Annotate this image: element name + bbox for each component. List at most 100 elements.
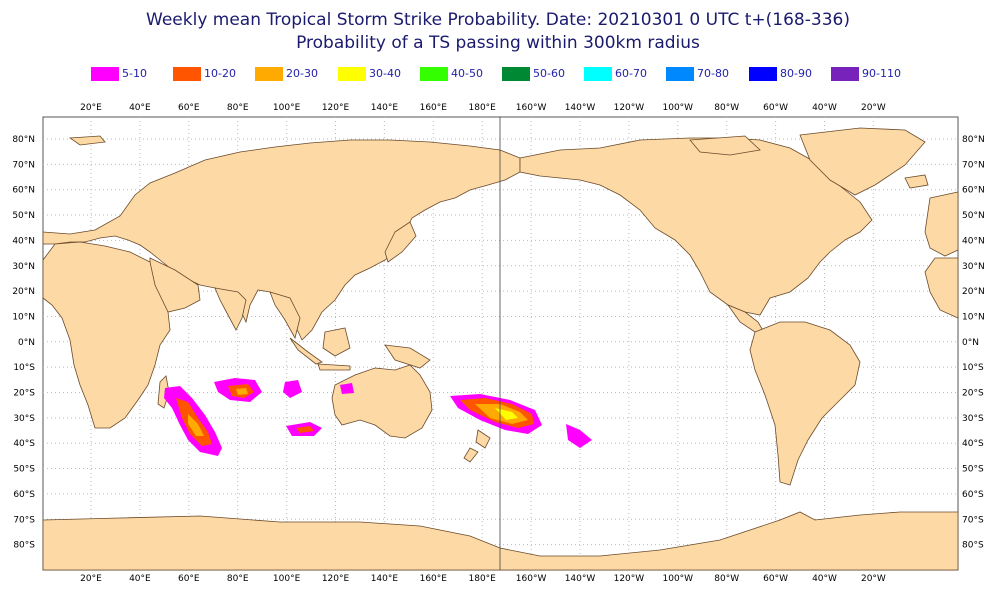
- latitude-label: 80°S: [962, 541, 984, 551]
- longitude-label: 120°W: [614, 103, 645, 113]
- map-title: Weekly mean Tropical Storm Strike Probab…: [146, 10, 850, 30]
- latitude-label: 40°N: [962, 236, 985, 246]
- land-java: [317, 363, 351, 371]
- latitude-label: 0°N: [962, 338, 979, 348]
- land-new-zealand-south: [463, 447, 479, 463]
- land-eurasia: [42, 139, 521, 341]
- longitude-label: 60°W: [763, 103, 788, 113]
- latitude-label: 50°N: [12, 211, 35, 221]
- latitude-label: 50°S: [962, 465, 984, 475]
- land-japan: [384, 221, 417, 263]
- latitude-label: 10°N: [962, 312, 985, 322]
- legend-swatch: [91, 67, 119, 81]
- latitude-label: 10°N: [12, 312, 35, 322]
- strike-area-south-pacific-5-10: [566, 424, 592, 448]
- land-south-america: [749, 321, 861, 486]
- land-masses: [42, 127, 959, 571]
- latitude-label: 80°S: [13, 541, 35, 551]
- land-indochina: [269, 291, 301, 340]
- longitude-label: 100°E: [273, 103, 301, 113]
- latitude-label: 60°N: [962, 186, 985, 196]
- latitude-label: 20°S: [13, 389, 35, 399]
- latitude-label: 60°S: [962, 490, 984, 500]
- legend-label: 5-10: [122, 67, 147, 80]
- latitude-label: 20°S: [962, 389, 984, 399]
- land-australia: [331, 364, 433, 439]
- strike-area-mascarene-20-30: [188, 414, 204, 436]
- land-india: [214, 287, 247, 331]
- longitude-label: 80°E: [227, 574, 249, 584]
- legend-swatch: [420, 67, 448, 81]
- longitude-label: 120°E: [322, 103, 350, 113]
- longitude-label: 160°E: [420, 574, 448, 584]
- longitude-label: 160°E: [420, 103, 448, 113]
- latitude-label: 70°S: [962, 515, 984, 525]
- longitude-label: 140°E: [371, 103, 399, 113]
- legend-label: 60-70: [615, 67, 647, 80]
- legend-label: 40-50: [451, 67, 483, 80]
- latitude-label: 30°S: [13, 414, 35, 424]
- legend-label: 50-60: [533, 67, 565, 80]
- legend-label: 70-80: [697, 67, 729, 80]
- longitude-label: 80°W: [714, 574, 739, 584]
- land-arctic-archipelago: [689, 135, 761, 156]
- latitude-label: 70°S: [13, 515, 35, 525]
- latitude-label: 60°N: [12, 186, 35, 196]
- longitude-label: 40°E: [129, 574, 151, 584]
- legend-label: 90-110: [862, 67, 901, 80]
- land-africa-west: [924, 257, 959, 319]
- latitude-label: 80°N: [12, 135, 35, 145]
- land-new-guinea: [384, 344, 431, 369]
- strike-area-sw-australia-10-20: [296, 426, 314, 433]
- legend-swatch: [666, 67, 694, 81]
- latitude-label: 40°S: [13, 439, 35, 449]
- longitude-label: 60°E: [178, 103, 200, 113]
- latitude-label: 50°N: [962, 211, 985, 221]
- longitude-label: 100°E: [273, 574, 301, 584]
- latitude-label: 20°N: [12, 287, 35, 297]
- strike-area-central-indian-20-30: [236, 388, 248, 395]
- legend-label: 80-90: [780, 67, 812, 80]
- longitude-label: 100°W: [663, 574, 694, 584]
- latitude-label: 40°S: [962, 439, 984, 449]
- strike-area-nw-australia-5-10: [340, 383, 354, 394]
- axis-labels: 20°E 20°E 40°E 40°E 60°E 60°E 80°E 80°E 100°E 100…: [12, 103, 984, 584]
- longitude-label: 120°W: [614, 574, 645, 584]
- land-new-zealand: [475, 429, 491, 449]
- legend-swatch: [255, 67, 283, 81]
- legend-swatch: [173, 67, 201, 81]
- longitude-label: 120°E: [322, 574, 350, 584]
- longitude-label: 80°E: [227, 103, 249, 113]
- longitude-label: 140°W: [565, 103, 596, 113]
- land-sumatra: [289, 337, 323, 365]
- latitude-label: 10°S: [962, 363, 984, 373]
- longitude-label: 60°E: [178, 574, 200, 584]
- longitude-label: 40°W: [812, 574, 837, 584]
- longitude-label: 180°E: [469, 574, 497, 584]
- legend-swatch: [749, 67, 777, 81]
- longitude-label: 20°E: [80, 574, 102, 584]
- longitude-label: 80°W: [714, 103, 739, 113]
- latitude-label: 70°N: [962, 160, 985, 170]
- legend-label: 20-30: [286, 67, 318, 80]
- land-borneo: [322, 327, 351, 357]
- latitude-label: 10°S: [13, 363, 35, 373]
- latitude-label: 50°S: [13, 465, 35, 475]
- latitude-label: 30°N: [12, 262, 35, 272]
- longitude-label: 20°E: [80, 103, 102, 113]
- latitude-label: 60°S: [13, 490, 35, 500]
- longitude-label: 100°W: [663, 103, 694, 113]
- legend-label: 10-20: [204, 67, 236, 80]
- longitude-label: 40°E: [129, 103, 151, 113]
- latitude-label: 0°N: [18, 338, 35, 348]
- latitude-label: 80°N: [962, 135, 985, 145]
- longitude-label: 140°W: [565, 574, 596, 584]
- legend-swatch: [584, 67, 612, 81]
- land-svalbard: [68, 135, 106, 146]
- longitude-label: 60°W: [763, 574, 788, 584]
- legend-swatch: [831, 67, 859, 81]
- longitude-label: 180°E: [469, 103, 497, 113]
- land-antarctica: [42, 511, 959, 571]
- longitude-label: 140°E: [371, 574, 399, 584]
